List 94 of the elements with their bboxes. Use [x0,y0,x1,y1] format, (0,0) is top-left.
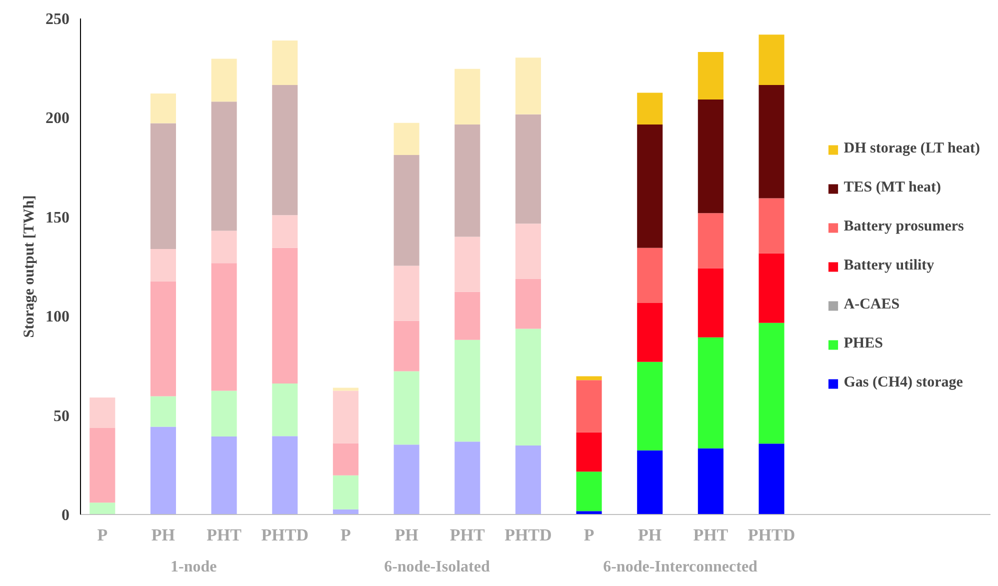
bar [576,376,602,380]
bar [758,322,784,444]
bar [90,502,116,514]
bar [90,397,116,428]
y-tick-label: 100 [46,308,70,326]
text: 1-node [170,558,217,576]
y-tick-label: 150 [46,209,70,226]
bar [211,390,237,437]
bar [637,248,663,304]
bar [211,58,237,102]
bar [454,124,480,237]
bar [758,198,784,254]
bar [698,213,724,268]
y-tick-label: 250 [46,11,70,28]
bar [272,436,298,514]
bar [332,388,358,391]
y-tick-label: 50 [54,408,70,425]
x-tick-label: P [340,526,351,544]
bar [637,92,663,124]
x-tick-label: P [584,526,594,544]
legend-label: TES (MT heat) [844,180,941,196]
x-tick-label: PHTD [261,526,309,544]
bar [332,475,358,510]
bar [394,444,420,514]
bar [758,444,784,514]
bar [698,337,724,448]
bar [758,253,784,323]
bar [211,102,237,231]
bar [332,443,358,476]
bar [90,428,116,503]
bar [394,320,420,372]
bar [394,371,420,445]
bar [394,266,420,321]
legend-label: Battery utility [844,258,934,274]
bar [454,442,480,514]
text: 6-node-Interconnected [603,558,758,576]
bar [515,278,541,329]
bar [758,34,784,85]
text: 6-node-Isolated [384,558,490,576]
x-tick-label: PHT [693,526,729,544]
bar [150,396,176,427]
bar [272,248,298,384]
bar [515,58,541,114]
bar [272,84,298,216]
bar [576,380,602,432]
legend-label: Battery prosumers [844,218,964,236]
y-tick-label: 200 [46,110,70,128]
bar [454,236,480,292]
bar [515,224,541,279]
x-tick-label: PHT [450,526,486,544]
x-tick-label: P [97,526,108,544]
bar [637,303,663,362]
x-tick-label: PH [394,526,418,544]
legend-label: DH storage (LT heat) [844,140,980,158]
y-axis-title: Storage output [TWh] [22,195,38,338]
x-tick-label: PHT [206,526,242,544]
legend-label: Gas (CH4) storage [844,374,963,392]
bar [698,448,724,514]
bar [515,114,541,224]
y-tick-label: 0 [62,507,70,524]
bar [454,68,480,124]
x-tick-label: PH [638,526,662,544]
bar [272,384,298,436]
bar [150,93,176,124]
bar [637,362,663,450]
bar [272,215,298,248]
bar [211,230,237,264]
bar [150,426,176,514]
x-tick-label: PHTD [504,526,552,544]
bar [394,155,420,266]
bar [637,450,663,514]
bar [150,249,176,282]
bar [332,390,358,444]
bar [637,124,663,248]
bar [698,99,724,214]
bar [150,281,176,396]
legend-label: PHES [844,336,883,352]
bar [515,445,541,514]
bar [272,40,298,85]
bar [150,123,176,250]
x-tick-label: PHTD [748,526,796,544]
bar [515,328,541,446]
legend-label: A-CAES [844,296,900,314]
bar [758,84,784,198]
bar [454,292,480,340]
bar [698,52,724,100]
bar [211,436,237,514]
bar [394,122,420,155]
bar [698,268,724,338]
bar [576,432,602,472]
bar [454,340,480,442]
bar [576,472,602,512]
bar [211,263,237,391]
x-tick-label: PH [151,526,176,544]
